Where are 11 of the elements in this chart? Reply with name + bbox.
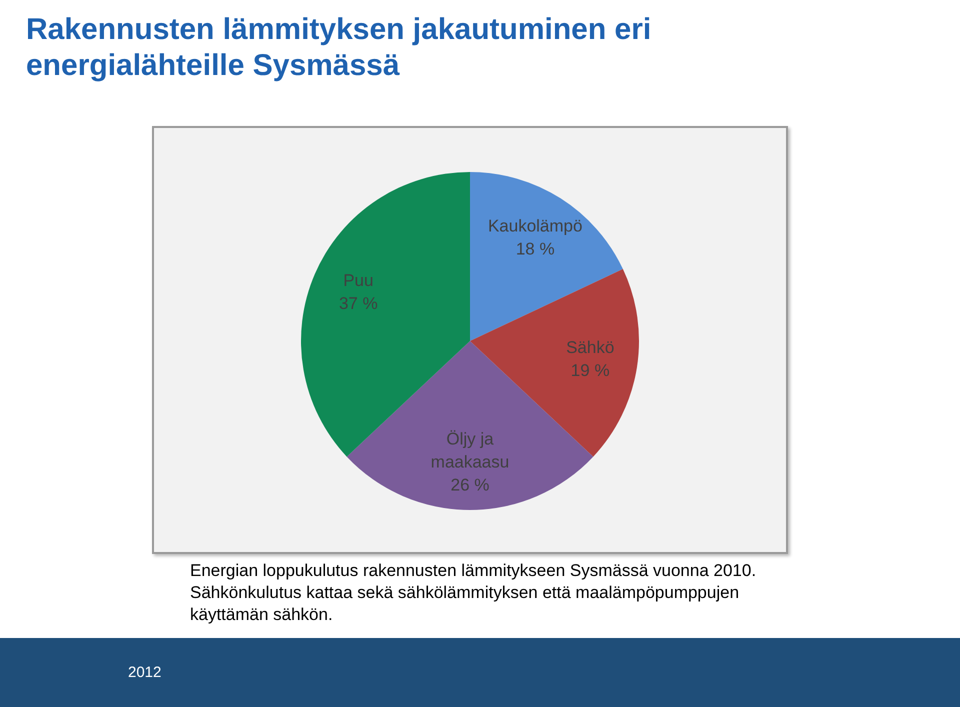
data-label: 19 % bbox=[570, 361, 610, 380]
data-label: 37 % bbox=[338, 294, 378, 313]
slice-label: Öljy ja maakaasu bbox=[430, 429, 510, 472]
text: 2012 bbox=[128, 664, 162, 681]
slice-label: Sähkö bbox=[566, 338, 614, 358]
data-label: 18 % bbox=[516, 239, 555, 258]
slice-label: Puu bbox=[343, 270, 374, 290]
text: Energian loppukulutus rakennusten lämmitykseen Sysmässä vuonna 2010. Sähkönkulutus kattaa sekä sähkölämmityksen että maalämpöpumppujen käyttämän sähkön. bbox=[190, 560, 758, 626]
chart-title: Rakennusten lämmityksen jakautuminen eri energialähteille Sysmässä bbox=[26, 12, 652, 84]
data-label: 26 % bbox=[450, 475, 490, 494]
slice-label: Kaukolämpö bbox=[488, 216, 582, 236]
